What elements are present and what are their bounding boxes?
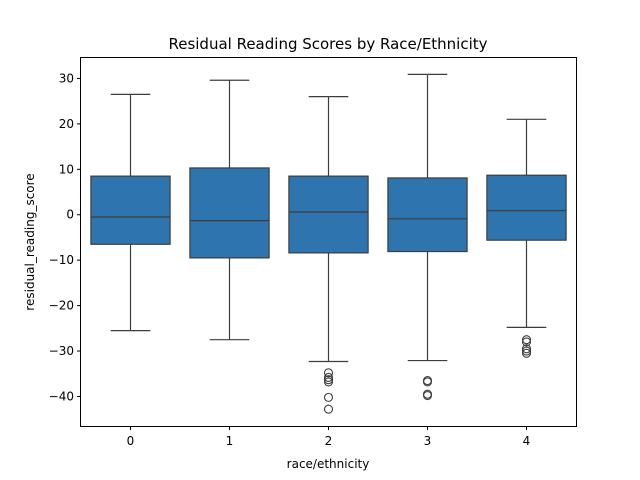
outlier-point xyxy=(323,372,334,382)
x-tick-label: 1 xyxy=(226,434,234,448)
box-group-0 xyxy=(90,93,171,332)
y-tick-label: −40 xyxy=(49,389,74,403)
outlier-point xyxy=(323,368,334,378)
outlier-point xyxy=(521,337,532,347)
iqr-box xyxy=(288,175,369,254)
outlier-point xyxy=(323,404,334,414)
x-tick-label: 0 xyxy=(127,434,135,448)
outlier-point xyxy=(422,377,433,387)
y-tick-label: 10 xyxy=(59,162,74,176)
y-tick-label: 30 xyxy=(59,71,74,85)
x-axis: 0 1 2 3 4 xyxy=(127,426,531,448)
iqr-box xyxy=(90,175,171,245)
iqr-box xyxy=(486,174,567,241)
y-tick-label: −20 xyxy=(49,299,74,313)
y-tick-label: 0 xyxy=(66,208,74,222)
outlier-point xyxy=(521,348,532,358)
box-group-4 xyxy=(486,118,567,358)
x-tick-label: 2 xyxy=(325,434,333,448)
iqr-box xyxy=(387,177,468,253)
outlier-point xyxy=(521,335,532,345)
y-axis-label: residual_reading_score xyxy=(23,173,37,310)
iqr-box xyxy=(189,167,270,259)
plot-area xyxy=(90,73,567,414)
chart-title: Residual Reading Scores by Race/Ethnicit… xyxy=(168,35,487,53)
box-group-1 xyxy=(189,79,270,341)
outlier-point xyxy=(323,375,334,385)
x-tick-label: 4 xyxy=(523,434,531,448)
y-tick-label: −30 xyxy=(49,344,74,358)
outlier-point xyxy=(323,377,334,387)
x-axis-label: race/ethnicity xyxy=(287,457,370,471)
y-axis: 30 20 10 0 −10 −20 −30 −40 xyxy=(49,71,81,403)
y-tick-label: 20 xyxy=(59,117,74,131)
outlier-point xyxy=(521,344,532,354)
x-tick-label: 3 xyxy=(424,434,432,448)
outlier-point xyxy=(323,392,334,402)
outlier-point xyxy=(422,391,433,401)
box-group-3 xyxy=(387,73,468,401)
outlier-point xyxy=(521,346,532,356)
box-group-2 xyxy=(288,96,369,414)
y-tick-label: −10 xyxy=(49,253,74,267)
